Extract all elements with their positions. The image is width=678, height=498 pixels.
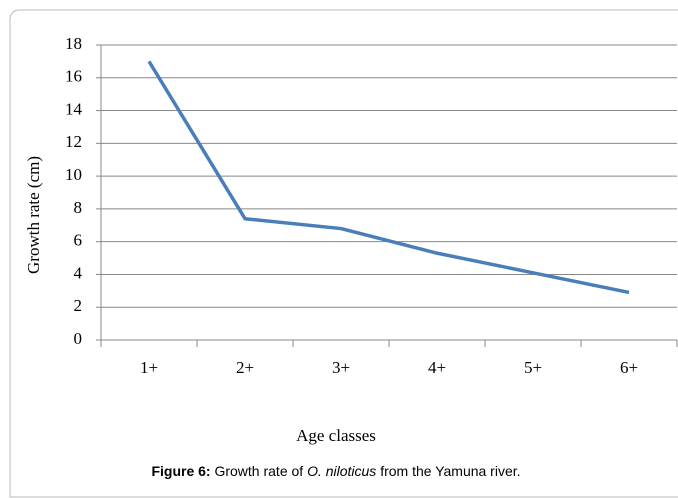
y-tick-label: 18 — [65, 34, 82, 53]
frame — [9, 9, 678, 498]
caption-species: O. niloticus — [307, 463, 376, 479]
caption: Figure 6: Growth rate of O. niloticus fr… — [151, 463, 520, 479]
y-axis-label: Growth rate (cm) — [24, 156, 43, 274]
y-tick-label: 12 — [65, 132, 82, 151]
caption-label: Figure 6: — [151, 463, 210, 479]
y-tick-label: 2 — [74, 296, 83, 315]
y-tick-label: 16 — [65, 67, 82, 86]
x-axis-label: Age classes — [296, 426, 376, 445]
y-tick-label: 0 — [74, 329, 83, 348]
y-tick-label: 8 — [74, 198, 83, 217]
x-tick-label: 5+ — [524, 358, 542, 377]
y-tick-label: 4 — [74, 263, 83, 282]
caption-text: from the Yamuna river. — [376, 463, 520, 479]
y-tick-label: 10 — [65, 165, 82, 184]
y-tick-label: 14 — [65, 99, 83, 118]
y-tick-label: 6 — [74, 231, 83, 250]
x-tick-label: 6+ — [620, 358, 638, 377]
line — [147, 60, 630, 295]
x-tick-label: 2+ — [236, 358, 254, 377]
x-tick-label: 3+ — [332, 358, 350, 377]
x-tick-label: 4+ — [428, 358, 446, 377]
caption-text: Growth rate of — [211, 463, 307, 479]
x-tick-label: 1+ — [140, 358, 158, 377]
